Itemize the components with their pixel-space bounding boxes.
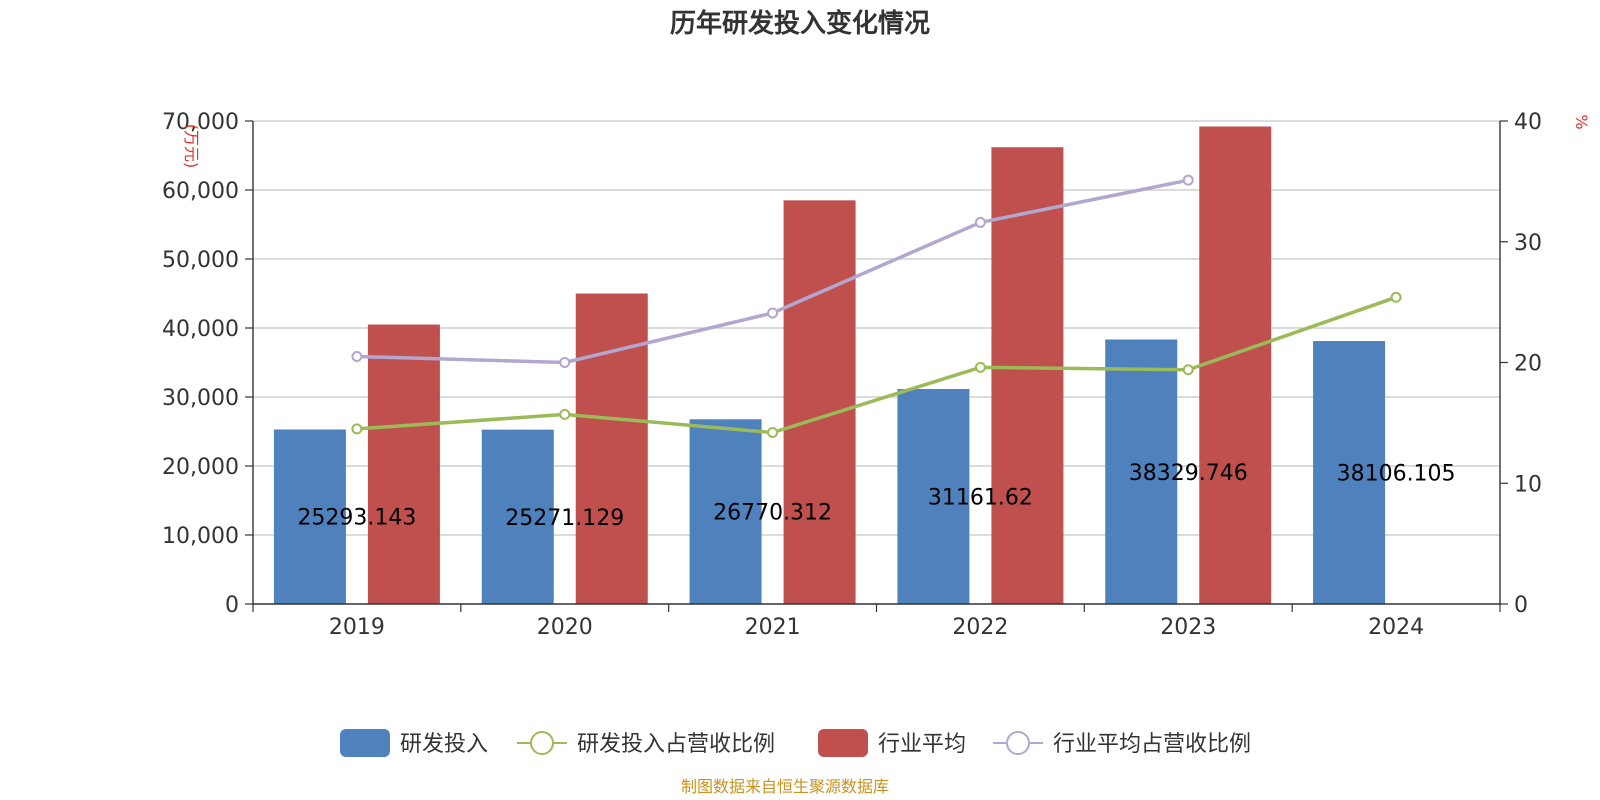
bar-data-label: 26770.312 <box>713 501 832 526</box>
line-point[interactable] <box>1390 291 1402 303</box>
legend-label: 行业平均 <box>878 732 966 757</box>
right-axis-tick-label: 10 <box>1514 472 1542 497</box>
legend-label: 研发投入 <box>400 732 488 757</box>
line-point[interactable] <box>1182 174 1194 186</box>
series-lines <box>351 174 1402 439</box>
bar-data-label: 25293.143 <box>297 506 416 531</box>
line-point[interactable] <box>767 307 779 319</box>
chart-title: 历年研发投入变化情况 <box>670 8 930 39</box>
right-axis-tick-label: 30 <box>1514 231 1542 256</box>
line-point[interactable] <box>767 427 779 439</box>
right-axis-tick-label: 20 <box>1514 352 1542 377</box>
left-axis-tick-label: 0 <box>225 593 239 618</box>
left-axis-tick-label: 20,000 <box>162 455 239 480</box>
bar-rd[interactable] <box>481 429 554 604</box>
line-point[interactable] <box>1182 364 1194 376</box>
line-point[interactable] <box>559 357 571 368</box>
line-point[interactable] <box>974 216 986 228</box>
legend-swatch-bar <box>818 729 868 757</box>
bar-rd[interactable] <box>689 419 762 604</box>
bars <box>273 126 1386 605</box>
x-axis-tick-label: 2021 <box>745 615 801 640</box>
bar-rd[interactable] <box>273 429 346 604</box>
bar-industry[interactable] <box>367 324 440 604</box>
bar-data-label: 38329.746 <box>1129 461 1248 486</box>
line-point[interactable] <box>351 423 363 435</box>
x-axis-tick-label: 2022 <box>952 615 1008 640</box>
bar-rd[interactable] <box>1313 341 1386 604</box>
right-axis-tick-label: 0 <box>1514 593 1528 618</box>
left-axis-tick-label: 10,000 <box>162 524 239 549</box>
left-axis-tick-label: 70,000 <box>162 110 239 135</box>
legend-swatch-bar <box>340 729 390 757</box>
bar-data-label: 38106.105 <box>1337 462 1456 487</box>
x-axis-tick-label: 2023 <box>1160 615 1216 640</box>
legend-label: 行业平均占营收比例 <box>1053 732 1251 757</box>
right-axis-unit: % <box>1572 114 1591 129</box>
axes: 0 10,000 20,000 30,000 40,000 50,000 60,000 70,… <box>162 110 1542 640</box>
legend-label: 研发投入占营收比例 <box>577 732 775 757</box>
line-series-industry-ratio[interactable] <box>356 178 1189 365</box>
left-axis-tick-label: 50,000 <box>162 248 239 273</box>
x-axis-tick-label: 2020 <box>537 615 593 640</box>
bar-industry[interactable] <box>575 293 648 605</box>
bar-data-label: 25271.129 <box>505 506 624 531</box>
legend-item[interactable]: 研发投入 <box>340 729 488 757</box>
x-axis-tick-label: 2019 <box>329 615 385 640</box>
legend-swatch-marker <box>530 731 554 755</box>
left-axis-tick-label: 40,000 <box>162 317 239 342</box>
bar-data-label: 31161.62 <box>928 485 1033 510</box>
x-axis-tick-label: 2024 <box>1368 615 1424 640</box>
line-series-rd-ratio[interactable] <box>356 295 1397 435</box>
bar-rd[interactable] <box>1105 339 1178 604</box>
bar-industry[interactable] <box>1199 126 1272 605</box>
left-axis-tick-label: 30,000 <box>162 386 239 411</box>
bar-industry[interactable] <box>991 147 1064 604</box>
right-axis-tick-label: 40 <box>1514 110 1542 135</box>
legend-swatch-marker <box>1006 731 1030 755</box>
legend-item[interactable]: 研发投入占营收比例 <box>517 731 775 757</box>
left-axis-unit: (万元) <box>182 124 201 169</box>
line-point[interactable] <box>559 408 571 420</box>
grid-lines <box>253 120 1500 536</box>
legend[interactable]: 研发投入 研发投入占营收比例 行业平均 行业平均占营收比例 <box>340 729 1251 757</box>
source-note: 制图数据来自恒生聚源数据库 <box>681 777 889 796</box>
line-point[interactable] <box>351 350 363 362</box>
bar-industry[interactable] <box>783 200 856 604</box>
legend-item[interactable]: 行业平均占营收比例 <box>993 731 1251 757</box>
bar-rd[interactable] <box>897 388 970 604</box>
left-axis-tick-label: 60,000 <box>162 179 239 204</box>
legend-item[interactable]: 行业平均 <box>818 729 966 757</box>
line-point[interactable] <box>974 361 986 373</box>
data-labels: 25293.143 25271.129 26770.312 31161.62 38329… <box>297 461 1455 531</box>
